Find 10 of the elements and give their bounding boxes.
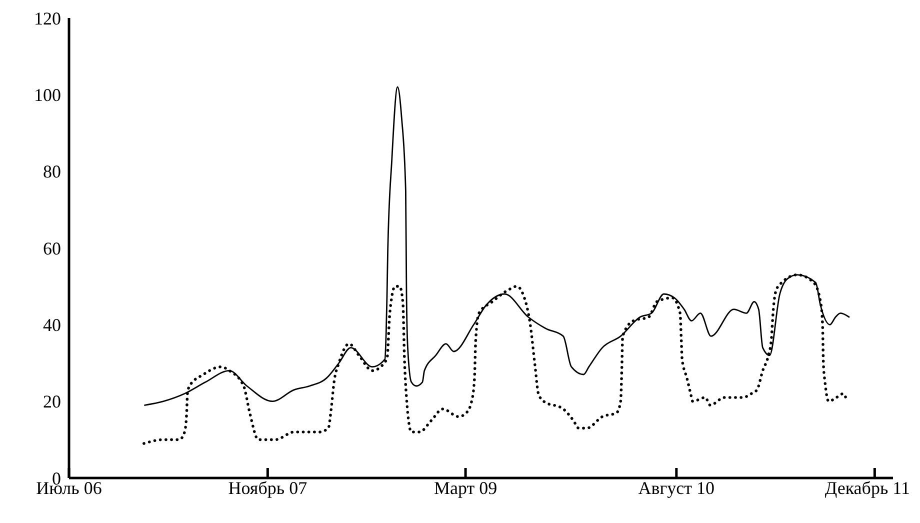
x-tick-label: Март 09 (434, 478, 498, 498)
y-tick-label: 80 (43, 162, 61, 182)
x-tick-label: Декабрь 11 (824, 478, 910, 498)
x-tick-label: Август 10 (638, 478, 715, 498)
y-tick-label: 100 (34, 85, 61, 106)
y-tick-label: 120 (34, 8, 61, 28)
y-tick-label: 40 (43, 315, 61, 336)
x-tick-label: Ноябрь 07 (228, 478, 308, 498)
y-tick-label: 60 (43, 238, 61, 258)
y-tick-label: 20 (43, 392, 61, 412)
